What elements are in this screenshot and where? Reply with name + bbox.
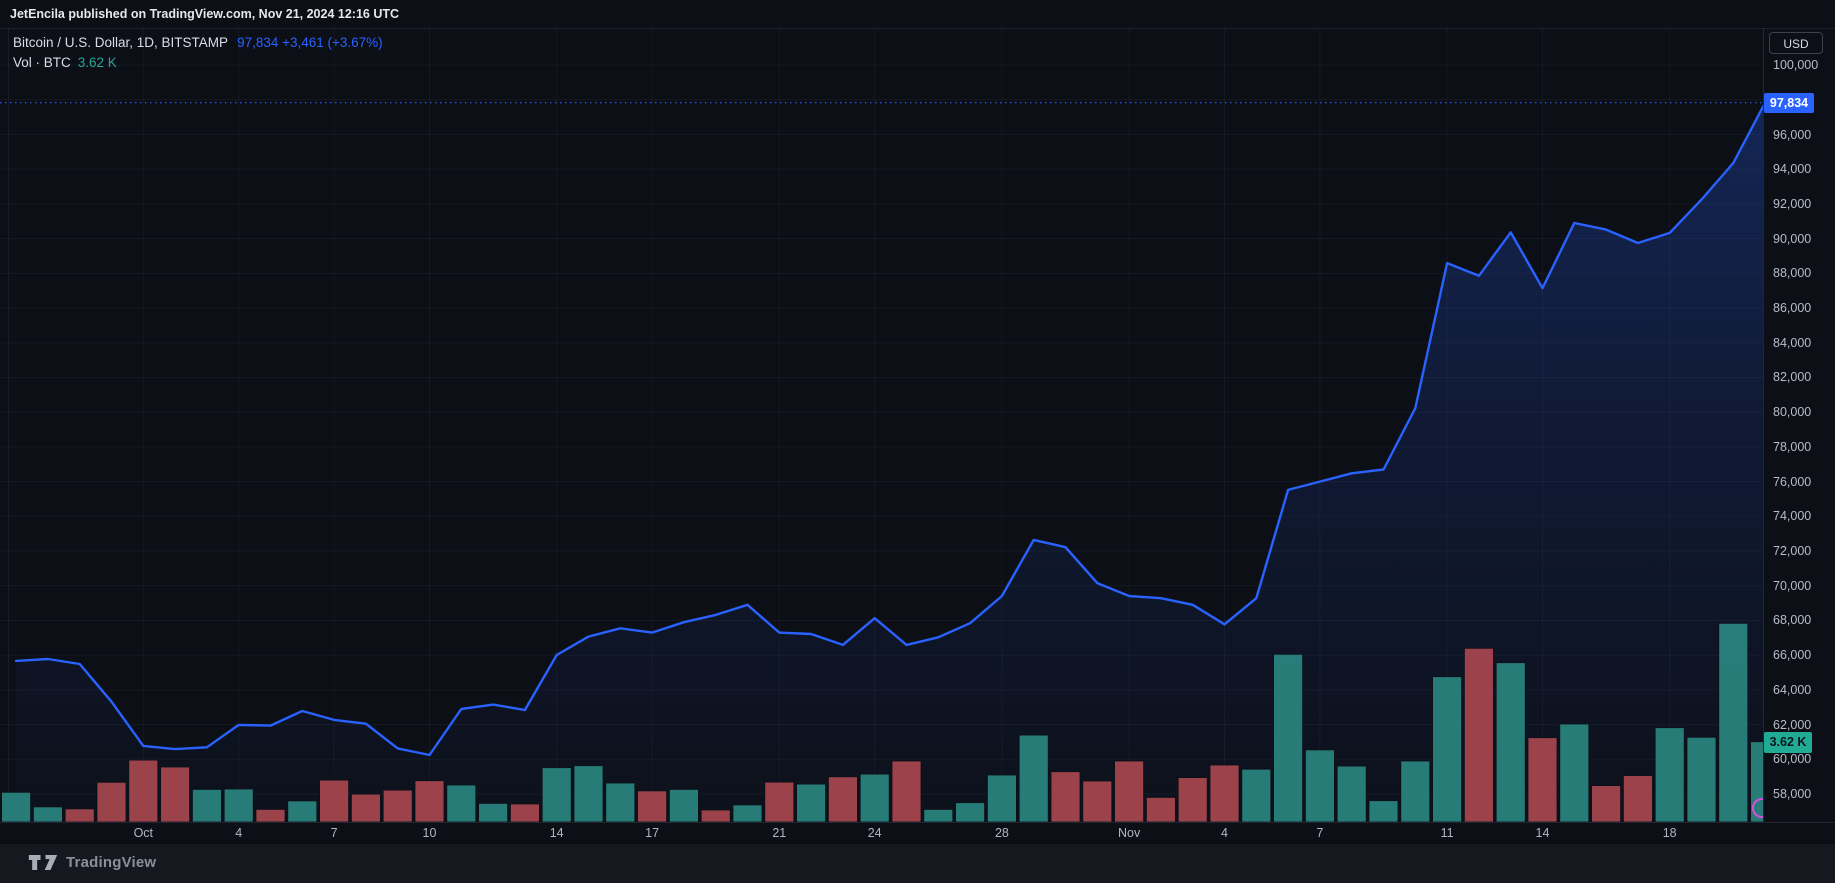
price-tick-label: 90,000 <box>1773 232 1812 246</box>
price-tick-label: 76,000 <box>1773 475 1812 489</box>
price-tick-label: 72,000 <box>1773 544 1812 558</box>
currency-unit-button[interactable]: USD <box>1769 32 1823 54</box>
price-tick-label: 94,000 <box>1773 162 1812 176</box>
tradingview-logo-text: TradingView <box>66 854 157 871</box>
price-tick-label: 82,000 <box>1773 370 1812 384</box>
price-tick-label: 58,000 <box>1773 787 1812 801</box>
price-tick-label: 78,000 <box>1773 440 1812 454</box>
price-tick-label: 96,000 <box>1773 128 1812 142</box>
time-tick-label: 7 <box>1316 826 1324 840</box>
price-chart-pane[interactable] <box>0 28 1763 822</box>
time-tick-label: Oct <box>133 826 154 840</box>
time-tick-label: 18 <box>1662 826 1677 840</box>
price-tick-label: 60,000 <box>1773 752 1812 766</box>
price-tick-label: 66,000 <box>1773 648 1812 662</box>
tradingview-logo-icon <box>28 855 58 870</box>
price-tick-label: 74,000 <box>1773 509 1812 523</box>
volume-study-value: 3.62 K <box>77 55 117 70</box>
time-tick-label: 10 <box>422 826 437 840</box>
time-tick-label: 4 <box>235 826 243 840</box>
symbol-title[interactable]: Bitcoin / U.S. Dollar, 1D, BITSTAMP <box>13 35 229 50</box>
price-scale[interactable]: USD 58,000 60,000 62,000 64,000 66,000 68,000… <box>1763 28 1835 822</box>
price-tick-label: 70,000 <box>1773 579 1812 593</box>
time-tick-label: 4 <box>1221 826 1228 840</box>
price-tick-label: 92,000 <box>1773 197 1812 211</box>
time-tick-label: 14 <box>1535 826 1550 840</box>
price-tick-label: 86,000 <box>1773 301 1812 315</box>
footer-bar: TradingView <box>0 843 1835 883</box>
time-tick-label: 24 <box>867 826 882 840</box>
price-tick-label: 80,000 <box>1773 405 1812 419</box>
price-tick-label: 62,000 <box>1773 718 1812 732</box>
pane-top-border <box>0 28 1835 29</box>
volume-study-label[interactable]: Vol · BTC <box>13 55 71 70</box>
last-price-badge: 97,834 <box>1764 93 1814 113</box>
tradingview-logo[interactable]: TradingView <box>28 854 156 871</box>
time-tick-label: 17 <box>645 826 660 840</box>
time-scale[interactable]: Oct 4 7 10 14 17 21 24 28 Nov 4 7 11 14 18 <box>0 822 1835 843</box>
time-tick-label: 7 <box>330 826 338 840</box>
price-volume-chart[interactable] <box>0 28 1763 822</box>
publish-info-line: JetEncila published on TradingView.com, … <box>10 7 400 21</box>
time-tick-label: Nov <box>1117 826 1141 840</box>
time-tick-label: 21 <box>772 826 787 840</box>
price-tick-label: 84,000 <box>1773 336 1812 350</box>
price-tick-label: 68,000 <box>1773 613 1812 627</box>
time-tick-label: 28 <box>994 826 1009 840</box>
price-tick-label: 88,000 <box>1773 266 1812 280</box>
price-tick-label: 100,000 <box>1773 58 1819 72</box>
time-tick-label: 11 <box>1440 826 1454 840</box>
time-tick-label: 14 <box>549 826 564 840</box>
chart-legend: Bitcoin / U.S. Dollar, 1D, BITSTAMP 97,83… <box>13 33 383 73</box>
last-volume-badge: 3.62 K <box>1764 732 1812 753</box>
price-change-summary: 97,834 +3,461 (+3.67%) <box>237 35 383 50</box>
price-tick-label: 64,000 <box>1773 683 1812 697</box>
